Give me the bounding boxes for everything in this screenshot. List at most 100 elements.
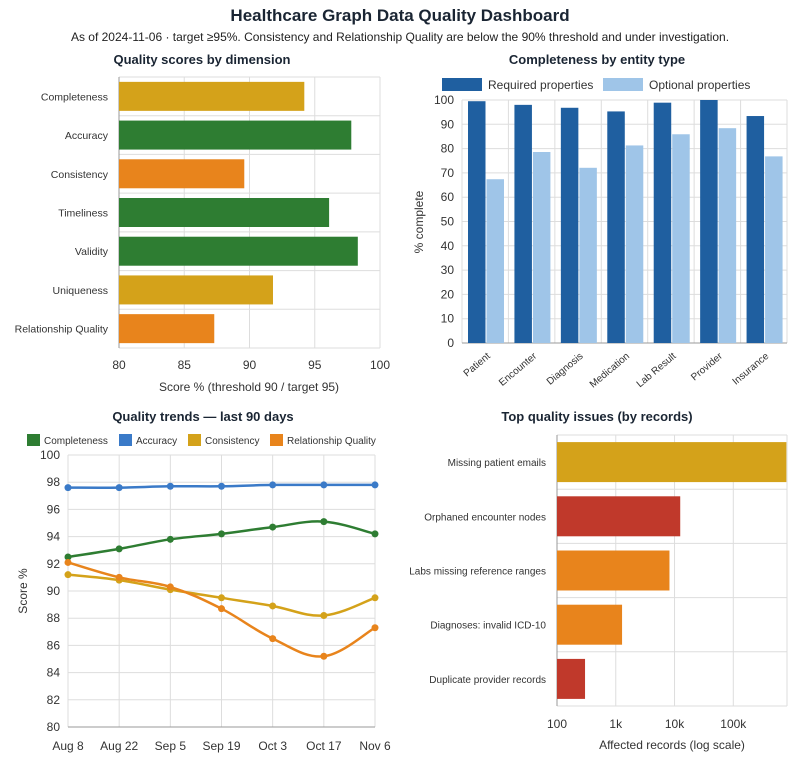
trends-legend-swatch <box>27 434 40 446</box>
completeness-bar-required <box>514 104 532 343</box>
issues-y-tick: Labs missing reference ranges <box>409 567 546 578</box>
trends-point <box>320 518 328 526</box>
issues-y-tick: Orphaned encounter nodes <box>424 512 546 523</box>
trends-point <box>64 558 72 566</box>
trends-legend-swatch <box>188 434 201 446</box>
trends-y-tick: 94 <box>47 530 61 544</box>
issues-chart-title: Top quality issues (by records) <box>501 409 692 424</box>
completeness-bar-optional <box>672 134 690 343</box>
completeness-bar-optional <box>532 152 551 343</box>
trends-y-tick: 96 <box>47 502 61 516</box>
completeness-bar-required <box>700 100 718 343</box>
trends-x-tick: Aug 22 <box>100 739 138 753</box>
trends-legend-label: Consistency <box>205 436 259 447</box>
completeness-y-tick: 20 <box>441 287 455 301</box>
completeness-x-tick: Patient <box>462 351 493 380</box>
trends-chart-title: Quality trends — last 90 days <box>112 409 293 424</box>
completeness-x-tick: Encounter <box>497 350 540 388</box>
trends-point <box>218 594 225 602</box>
trends-point <box>320 481 328 489</box>
dimension-x-tick: 95 <box>308 358 322 372</box>
trends-point <box>166 482 174 490</box>
completeness-y-label: % complete <box>412 190 426 253</box>
completeness-y-tick: 0 <box>447 336 454 350</box>
issues-bar <box>557 658 586 699</box>
completeness-y-tick: 60 <box>441 190 455 204</box>
legend-swatch-required <box>442 78 482 91</box>
dimension-y-tick: Consistency <box>51 169 109 181</box>
trends-x-tick: Aug 8 <box>52 739 84 753</box>
trends-legend-label: Accuracy <box>136 436 177 447</box>
trends-y-tick: 92 <box>47 557 61 571</box>
dimension-y-tick: Completeness <box>41 91 108 103</box>
trends-point <box>269 602 277 610</box>
dashboard-title: Healthcare Graph Data Quality Dashboard <box>230 6 570 25</box>
trends-point <box>320 652 328 660</box>
dimension-y-tick: Relationship Quality <box>15 324 109 336</box>
completeness-y-tick: 80 <box>441 142 455 156</box>
completeness-chart-title: Completeness by entity type <box>509 52 685 67</box>
dimension-x-label: Score % (threshold 90 / target 95) <box>159 380 339 394</box>
completeness-x-tick: Insurance <box>731 351 772 388</box>
trends-y-tick: 80 <box>47 720 61 734</box>
dimension-bar <box>119 159 245 189</box>
trends-point <box>166 583 174 591</box>
dimension-bar <box>119 198 330 227</box>
completeness-bar-required <box>468 101 486 343</box>
trends-y-tick: 98 <box>47 475 61 489</box>
trends-x-tick: Oct 3 <box>258 739 287 753</box>
trends-y-tick: 88 <box>47 611 61 625</box>
issues-x-tick: 100k <box>720 717 747 731</box>
trends-point <box>115 573 123 581</box>
trends-point <box>64 571 72 579</box>
completeness-x-tick: Medication <box>588 351 632 391</box>
trends-x-tick: Nov 6 <box>359 739 391 753</box>
trends-y-label: Score % <box>16 568 30 614</box>
trends-legend-swatch <box>119 434 132 446</box>
dashboard-subtitle: As of 2024-11-06 · target ≥95%. Consiste… <box>70 30 730 44</box>
trends-point <box>371 594 379 602</box>
trends-point <box>269 481 277 489</box>
trends-x-tick: Sep 19 <box>202 739 240 753</box>
trends-legend-label: Relationship Quality <box>287 436 376 447</box>
dimension-bar <box>119 81 305 111</box>
completeness-y-tick: 100 <box>434 93 454 107</box>
dimension-bar <box>119 314 215 344</box>
issues-bar <box>557 604 623 645</box>
completeness-bar-optional <box>625 145 644 343</box>
dimension-x-tick: 85 <box>178 358 192 372</box>
issues-x-tick: 100 <box>547 717 567 731</box>
completeness-y-tick: 40 <box>441 239 455 253</box>
issues-bar <box>557 442 787 483</box>
trends-point <box>166 535 174 543</box>
trends-y-tick: 86 <box>47 638 61 652</box>
completeness-y-tick: 10 <box>441 312 455 326</box>
trends-y-tick: 82 <box>47 693 61 707</box>
completeness-y-tick: 30 <box>441 263 455 277</box>
completeness-bar-optional <box>765 156 783 343</box>
dimension-x-tick: 90 <box>243 358 257 372</box>
trends-x-tick: Oct 17 <box>306 739 342 753</box>
trends-point <box>371 530 379 538</box>
dimension-bar <box>119 275 273 305</box>
trends-point <box>218 530 225 538</box>
dimension-y-tick: Validity <box>75 246 109 258</box>
completeness-bar-optional <box>718 128 737 343</box>
completeness-bar-optional <box>486 179 504 343</box>
trends-x-tick: Sep 5 <box>155 739 187 753</box>
legend-label-required: Required properties <box>488 78 593 92</box>
completeness-bar-required <box>560 107 579 343</box>
trends-point <box>218 605 225 613</box>
dimension-bar <box>119 236 358 266</box>
issues-bar <box>557 496 681 537</box>
dimension-bar <box>119 120 352 150</box>
trends-legend-swatch <box>270 434 283 446</box>
trends-y-tick: 84 <box>47 666 61 680</box>
trends-point <box>269 635 277 643</box>
trends-point <box>371 624 379 632</box>
trends-point <box>115 545 123 553</box>
completeness-y-tick: 70 <box>441 166 455 180</box>
dimension-y-tick: Timeliness <box>58 208 108 220</box>
dimension-y-tick: Accuracy <box>65 130 109 142</box>
